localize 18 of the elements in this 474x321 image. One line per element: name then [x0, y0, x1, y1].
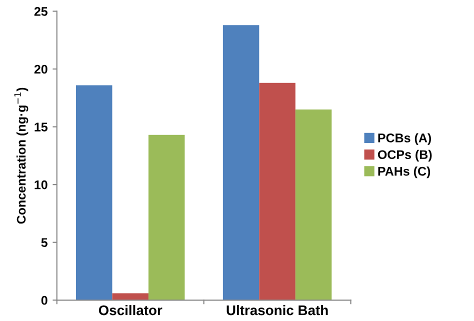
bar: [259, 82, 296, 300]
x-tick-label: Oscillator: [98, 304, 162, 316]
legend-label: PCBs (A): [378, 133, 431, 145]
y-tick-label: 10: [34, 180, 48, 190]
x-tick-label: Ultrasonic Bath: [226, 304, 328, 316]
legend-label: PAHs (C): [378, 166, 430, 178]
y-tick-label: 20: [34, 64, 48, 74]
y-axis-title: Concentration (ng·g$^{−1}$): [14, 88, 28, 224]
bar: [148, 134, 185, 300]
y-tick-label: 0: [41, 296, 48, 305]
y-tick-label: 25: [34, 7, 48, 16]
bar: [295, 109, 332, 300]
bar: [76, 85, 112, 300]
legend-label: OCPs (B): [378, 150, 432, 162]
bar: [112, 293, 148, 300]
y-tick-label: 5: [41, 238, 48, 248]
bar: [222, 25, 260, 300]
y-tick-label: 15: [34, 122, 48, 132]
